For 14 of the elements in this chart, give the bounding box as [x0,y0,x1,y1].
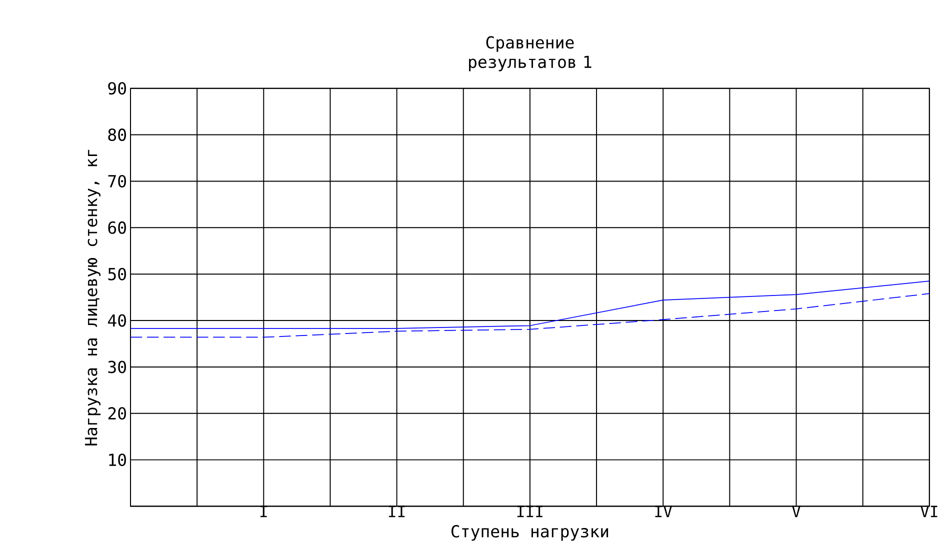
y-tick-label: 90 [108,82,126,95]
y-tick-label: 10 [109,454,126,466]
x-tick-label: VI [920,506,938,518]
y-tick-label: 80 [108,128,126,142]
y-tick-label: 40 [108,314,126,327]
y-tick-label: 30 [108,360,126,374]
y-tick-label: 70 [108,174,126,188]
y-tick-label: 20 [108,407,126,420]
x-tick-label: V [792,506,801,518]
y-tick-label: 50 [108,268,126,280]
chart-title: Сравнение результатов 1 [469,36,592,72]
x-axis-title: Ступень нагрузки [452,525,608,541]
y-tick-label: 60 [108,221,126,234]
y-axis-title: Нагрузка на лицевую стенку, кг [85,150,100,446]
